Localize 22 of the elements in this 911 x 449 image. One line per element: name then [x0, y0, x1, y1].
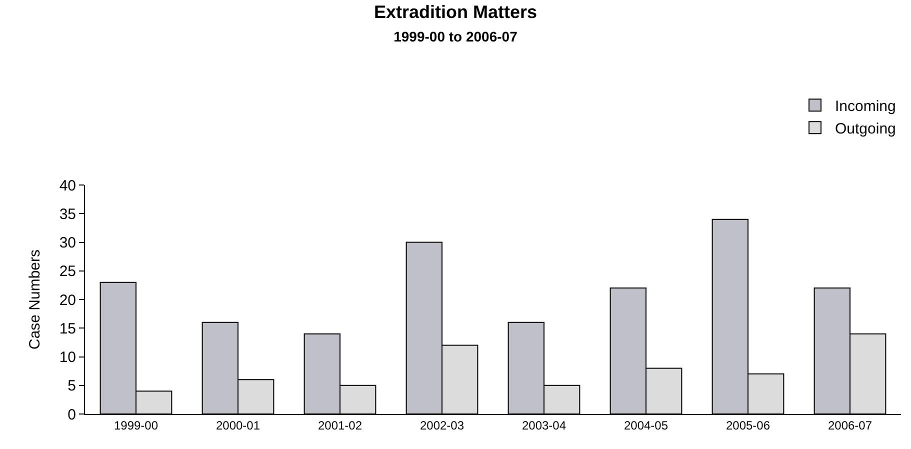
legend-label: Outgoing [835, 120, 896, 138]
y-tick-label: 0 [68, 406, 76, 424]
y-tick-label: 20 [59, 292, 76, 309]
chart-subtitle: 1999-00 to 2006-07 [394, 28, 518, 44]
x-tick-label: 2002-03 [420, 418, 464, 432]
x-tick-label: 2001-02 [318, 418, 362, 432]
x-tick-label: 2003-04 [522, 418, 566, 432]
x-tick-label: 2006-07 [828, 418, 872, 432]
y-axis-title: Case Numbers [26, 249, 44, 350]
y-tick-label: 40 [59, 177, 76, 194]
x-tick-label: 1999-00 [114, 418, 158, 432]
x-tick-label: 2005-06 [726, 418, 770, 432]
y-tick-label: 10 [59, 349, 76, 366]
chart-title: Extradition Matters [374, 2, 538, 22]
y-tick-label: 15 [59, 320, 76, 338]
legend-label: Incoming [835, 98, 896, 115]
y-tick-label: 5 [68, 378, 76, 395]
y-tick-label: 25 [59, 263, 76, 280]
x-tick-label: 2004-05 [624, 418, 668, 432]
x-tick-label: 2000-01 [216, 418, 260, 432]
y-tick-label: 30 [59, 234, 76, 252]
y-tick-label: 35 [59, 206, 76, 223]
